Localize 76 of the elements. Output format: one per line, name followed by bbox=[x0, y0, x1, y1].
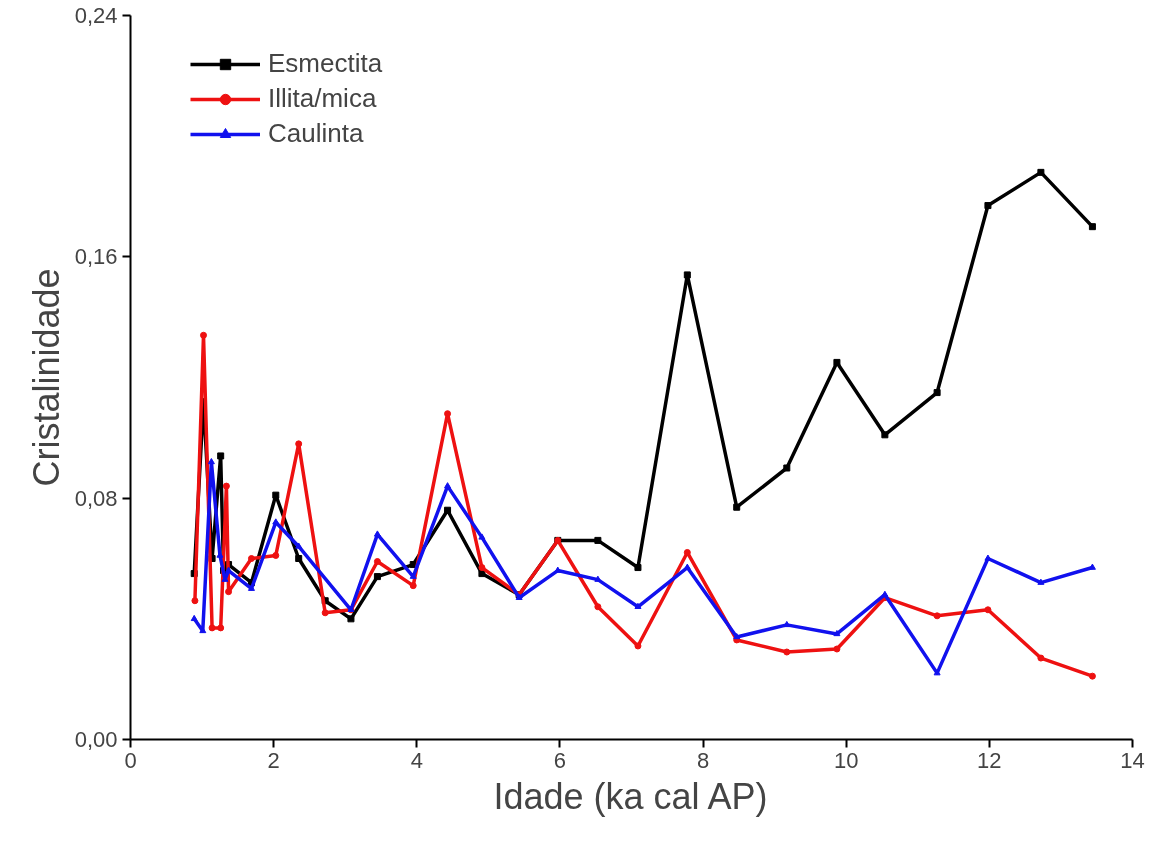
point bbox=[1037, 168, 1045, 176]
y-axis-title: Cristalinidade bbox=[25, 268, 67, 487]
point bbox=[444, 410, 452, 418]
y-tick-label: 0,16 bbox=[74, 244, 118, 270]
point bbox=[933, 612, 941, 620]
point bbox=[347, 615, 355, 623]
point bbox=[295, 555, 303, 562]
point bbox=[933, 389, 941, 397]
point bbox=[295, 440, 303, 448]
y-tick-label: 0,08 bbox=[74, 485, 118, 511]
point bbox=[683, 563, 691, 570]
point bbox=[1088, 223, 1096, 231]
point bbox=[634, 602, 642, 609]
point bbox=[478, 570, 486, 578]
point bbox=[833, 629, 841, 637]
point bbox=[733, 503, 741, 511]
point bbox=[272, 518, 280, 525]
point bbox=[733, 632, 741, 640]
point bbox=[783, 464, 791, 472]
point bbox=[478, 564, 486, 572]
point bbox=[984, 202, 992, 210]
point bbox=[1037, 578, 1045, 585]
point bbox=[634, 564, 642, 572]
point bbox=[444, 482, 452, 489]
point bbox=[444, 506, 452, 514]
point bbox=[554, 566, 562, 573]
point bbox=[881, 590, 889, 597]
point bbox=[833, 645, 841, 653]
point bbox=[783, 620, 791, 628]
x-tick-label: 12 bbox=[977, 747, 1002, 773]
point bbox=[594, 536, 602, 544]
point bbox=[373, 573, 381, 581]
legend-label: Illita/mica bbox=[268, 83, 377, 114]
point bbox=[207, 458, 215, 465]
x-tick-label: 14 bbox=[1120, 747, 1145, 773]
point bbox=[409, 582, 417, 590]
point bbox=[783, 648, 791, 656]
point bbox=[247, 584, 255, 591]
x-tick-label: 10 bbox=[833, 747, 859, 773]
point bbox=[217, 624, 225, 632]
point bbox=[222, 482, 230, 490]
point bbox=[478, 533, 486, 540]
point bbox=[833, 358, 841, 366]
point bbox=[1037, 654, 1045, 662]
point bbox=[373, 530, 381, 537]
point bbox=[191, 597, 199, 605]
legend-label: Caulinta bbox=[268, 118, 364, 149]
x-tick-label: 6 bbox=[553, 747, 567, 773]
point bbox=[272, 491, 280, 499]
point bbox=[683, 548, 691, 556]
x-tick-label: 4 bbox=[410, 747, 423, 773]
point bbox=[208, 624, 216, 632]
point bbox=[373, 558, 381, 566]
point bbox=[200, 331, 207, 339]
point bbox=[594, 603, 602, 611]
x-axis-title: Idade (ka cal AP) bbox=[493, 775, 768, 817]
point bbox=[295, 542, 303, 549]
point bbox=[933, 669, 941, 676]
x-tick-label: 2 bbox=[267, 747, 280, 773]
legend-label: Esmectita bbox=[268, 48, 383, 79]
x-tick-label: 8 bbox=[696, 747, 710, 773]
point bbox=[1088, 672, 1096, 680]
point bbox=[984, 606, 992, 614]
point bbox=[881, 431, 889, 439]
y-tick-label: 0,00 bbox=[74, 727, 118, 752]
point bbox=[272, 551, 280, 559]
point bbox=[247, 555, 255, 562]
point bbox=[217, 452, 225, 460]
point bbox=[321, 609, 329, 617]
y-tick-label: 0,24 bbox=[74, 3, 118, 28]
point bbox=[683, 271, 691, 279]
point bbox=[594, 575, 602, 582]
point bbox=[634, 642, 642, 650]
point bbox=[190, 614, 198, 622]
point bbox=[225, 588, 233, 596]
x-tick-label: 0 bbox=[124, 747, 137, 773]
